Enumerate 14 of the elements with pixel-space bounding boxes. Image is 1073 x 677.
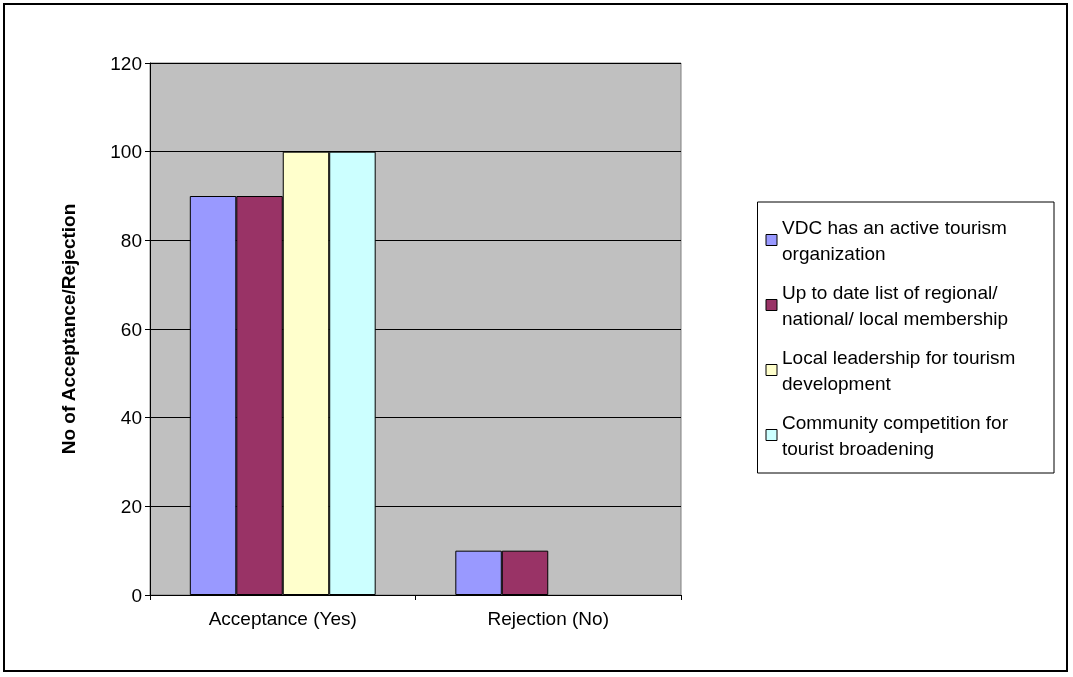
y-tick-label: 120 bbox=[110, 52, 142, 74]
legend-label: Local leadership for tourism development bbox=[782, 346, 1021, 394]
y-tick-label: 80 bbox=[120, 229, 142, 251]
x-tick-label: Acceptance (Yes) bbox=[208, 608, 357, 629]
y-tick-label: 40 bbox=[120, 407, 142, 429]
legend-label: VDC has an active tourism organization bbox=[782, 216, 1013, 264]
legend-label: Up to date list of regional/ national/ local membership bbox=[782, 281, 1009, 329]
y-tick-label: 100 bbox=[110, 141, 142, 163]
y-tick-label: 0 bbox=[131, 584, 142, 606]
y-axis-title: No of Acceptance/Rejection bbox=[58, 203, 79, 455]
legend-label: Community competition for tourist broadening bbox=[782, 411, 1014, 459]
x-tick-label: Rejection (No) bbox=[487, 608, 609, 629]
y-tick-label: 60 bbox=[120, 318, 142, 340]
y-tick-label: 20 bbox=[120, 495, 142, 517]
